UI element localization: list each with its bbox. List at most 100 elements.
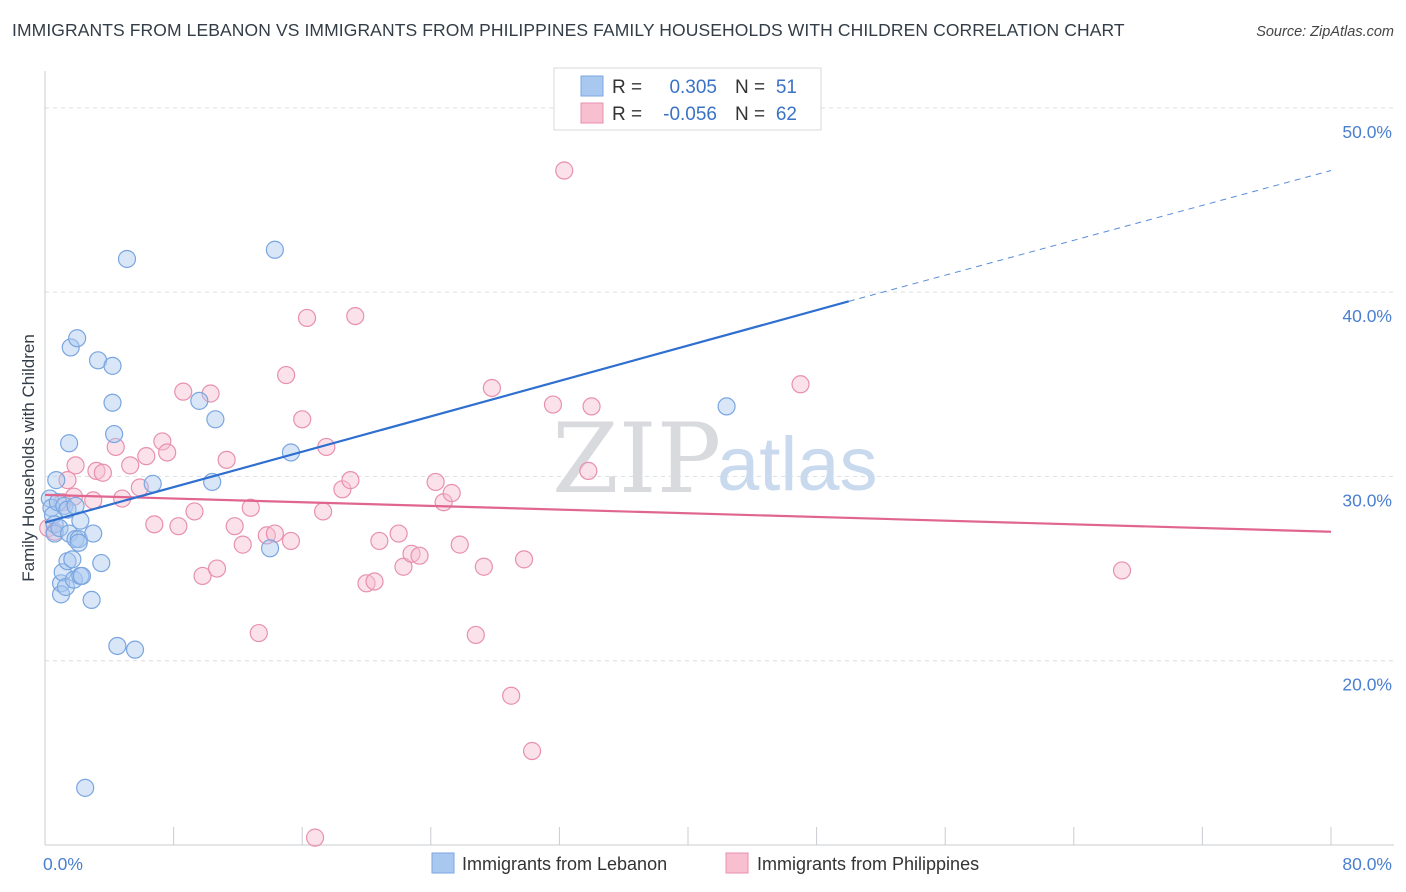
data-point-philippines <box>313 502 333 521</box>
bottom-legend-label-philippines: Immigrants from Philippines <box>757 854 979 874</box>
data-point-philippines <box>281 531 301 551</box>
data-point-philippines <box>450 535 469 554</box>
trend-line-lebanon <box>44 300 850 524</box>
data-point-philippines <box>217 450 236 469</box>
y-tick-label: 30.0% <box>1342 490 1392 510</box>
legend-r-label-philippines: R = <box>612 104 642 125</box>
data-point-philippines <box>201 384 220 403</box>
data-point-philippines <box>293 410 312 429</box>
data-point-lebanon <box>76 778 95 797</box>
data-point-philippines <box>502 686 521 705</box>
data-point-philippines <box>121 456 140 475</box>
data-point-philippines <box>153 432 172 451</box>
data-point-philippines <box>514 550 534 569</box>
data-point-philippines <box>225 517 244 536</box>
legend-r-value-lebanon: 0.305 <box>669 77 717 98</box>
data-point-philippines <box>158 443 177 462</box>
data-point-philippines <box>341 471 360 490</box>
data-point-lebanon <box>47 471 66 490</box>
data-point-philippines <box>84 491 103 510</box>
data-point-lebanon <box>103 393 122 412</box>
x-axis-ticks <box>44 827 1332 845</box>
data-point-philippines <box>305 828 325 847</box>
data-point-philippines <box>1112 561 1132 580</box>
data-point-lebanon <box>108 636 127 656</box>
data-point-lebanon <box>84 524 103 543</box>
y-tick-label: 50.0% <box>1342 122 1392 142</box>
data-point-lebanon <box>68 329 87 348</box>
legend-r-label-lebanon: R = <box>612 77 642 98</box>
trend-lines <box>44 170 1332 533</box>
data-point-philippines <box>297 308 317 328</box>
data-point-lebanon <box>717 397 736 416</box>
bottom-legend-swatch-lebanon <box>431 852 455 874</box>
legend-n-value-philippines: 62 <box>776 104 797 125</box>
legend-swatch-lebanon <box>580 75 604 97</box>
y-tick-label: 20.0% <box>1342 675 1392 695</box>
data-point-philippines <box>241 498 260 517</box>
data-point-philippines <box>145 515 164 534</box>
legend-swatch-philippines <box>580 102 604 124</box>
data-point-philippines <box>389 524 408 543</box>
gridlines <box>45 107 1394 662</box>
data-point-lebanon <box>260 539 280 558</box>
series-lebanon-points <box>40 240 736 797</box>
data-point-lebanon <box>60 434 79 453</box>
data-point-lebanon <box>190 391 209 410</box>
data-point-philippines <box>207 559 227 578</box>
y-axis-label: Family Households with Children <box>19 334 38 582</box>
data-point-lebanon <box>82 590 101 610</box>
axes <box>44 71 1394 846</box>
data-point-philippines <box>579 461 598 480</box>
data-point-philippines <box>543 395 563 414</box>
data-point-philippines <box>233 535 252 554</box>
data-point-lebanon <box>53 563 72 582</box>
data-point-philippines <box>791 375 810 394</box>
data-point-lebanon <box>117 249 137 269</box>
data-point-philippines <box>555 161 574 180</box>
data-point-philippines <box>249 623 268 643</box>
stats-legend: R = 0.305 N = 51 R = -0.056 N = 62 <box>553 67 822 131</box>
watermark-atlas: atlas <box>717 422 878 507</box>
bottom-legend-swatch-philippines <box>725 852 749 874</box>
data-point-lebanon <box>105 424 124 444</box>
data-point-philippines <box>277 365 296 385</box>
series-legend: Immigrants from Lebanon Immigrants from … <box>431 852 979 874</box>
data-point-philippines <box>346 307 365 326</box>
data-point-lebanon <box>125 640 145 659</box>
legend-r-value-philippines: -0.056 <box>663 104 717 125</box>
trend-line-philippines <box>44 493 1332 533</box>
data-point-philippines <box>66 456 85 475</box>
legend-n-value-lebanon: 51 <box>776 77 797 98</box>
data-point-philippines <box>582 397 601 416</box>
x-tick-label-min: 0.0% <box>43 854 83 874</box>
source-label: Source: ZipAtlas.com <box>1256 24 1394 40</box>
data-point-philippines <box>169 517 188 536</box>
data-point-lebanon <box>61 338 80 357</box>
y-tick-label: 40.0% <box>1342 306 1392 326</box>
data-point-philippines <box>185 502 204 521</box>
x-tick-label-max: 80.0% <box>1342 854 1392 874</box>
data-point-lebanon <box>206 410 225 429</box>
legend-n-label-lebanon: N = <box>735 77 765 98</box>
data-point-philippines <box>442 483 461 503</box>
data-point-lebanon <box>63 550 82 569</box>
watermark-zip: ZIP <box>552 403 721 515</box>
trend-line-lebanon-extension <box>848 170 1332 302</box>
data-point-lebanon <box>143 474 162 493</box>
data-point-philippines <box>522 741 542 761</box>
data-point-philippines <box>174 382 193 401</box>
series-philippines-points <box>39 161 1132 847</box>
bottom-legend-label-lebanon: Immigrants from Lebanon <box>462 854 667 874</box>
data-point-philippines <box>365 572 384 591</box>
data-point-philippines <box>394 557 413 576</box>
data-point-philippines <box>426 472 445 492</box>
data-point-philippines <box>265 524 284 543</box>
data-point-lebanon <box>265 240 284 259</box>
data-point-philippines <box>466 625 485 645</box>
data-point-philippines <box>370 531 389 551</box>
data-point-lebanon <box>72 566 92 586</box>
data-point-philippines <box>93 463 112 482</box>
data-point-philippines <box>137 447 156 466</box>
